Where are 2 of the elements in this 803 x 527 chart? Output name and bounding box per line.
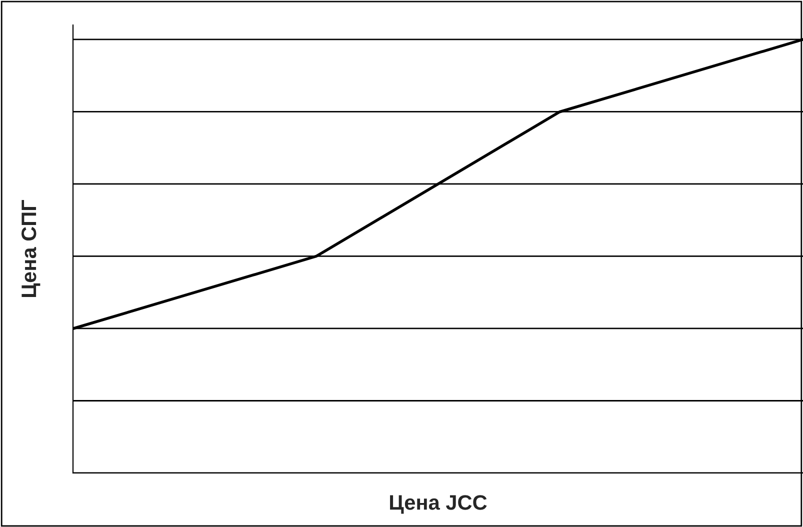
y-axis-title: Цена СПГ	[21, 200, 40, 298]
x-axis-title: Цена JCC	[390, 495, 487, 514]
